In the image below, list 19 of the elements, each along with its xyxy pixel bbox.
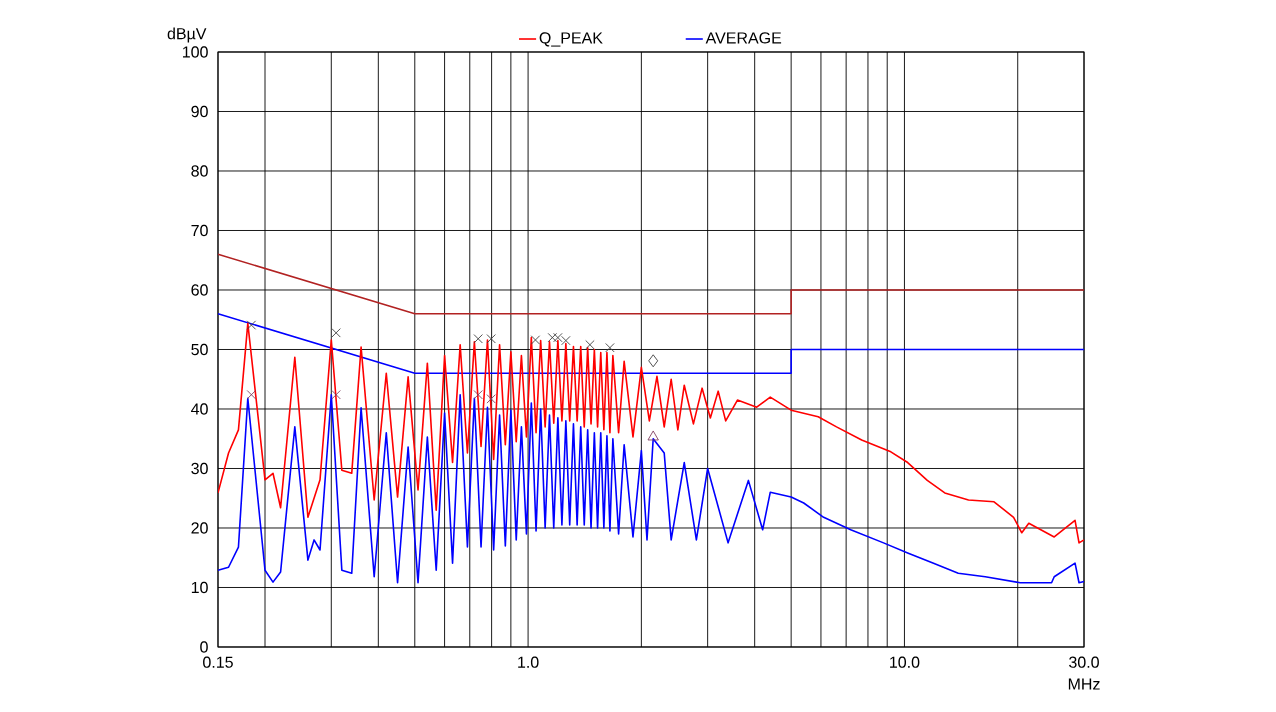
y-tick-label: 90 bbox=[191, 105, 208, 118]
y-tick-label: 70 bbox=[191, 224, 208, 237]
y-tick-label: 50 bbox=[191, 343, 208, 356]
x-tick-label: 0.15 bbox=[203, 656, 233, 668]
y-tick-label: 100 bbox=[182, 46, 208, 58]
y-tick-label: 80 bbox=[191, 165, 208, 177]
x-tick-label: 1.0 bbox=[518, 656, 539, 668]
legend-label: AVERAGE bbox=[705, 32, 782, 44]
y-axis-title: dBµV bbox=[167, 27, 207, 43]
x-tick-label: 30.0 bbox=[1069, 656, 1099, 668]
y-tick-label: 40 bbox=[191, 403, 208, 415]
y-tick-label: 60 bbox=[191, 284, 208, 296]
x-tick-label: 10.0 bbox=[890, 656, 920, 668]
x-axis-title: MHz bbox=[1068, 678, 1100, 690]
legend-label: Q_PEAK bbox=[539, 32, 603, 47]
y-tick-label: 20 bbox=[191, 522, 208, 534]
y-tick-label: 30 bbox=[191, 462, 208, 475]
y-tick-label: 0 bbox=[200, 641, 208, 653]
y-tick-label: 10 bbox=[191, 581, 208, 594]
